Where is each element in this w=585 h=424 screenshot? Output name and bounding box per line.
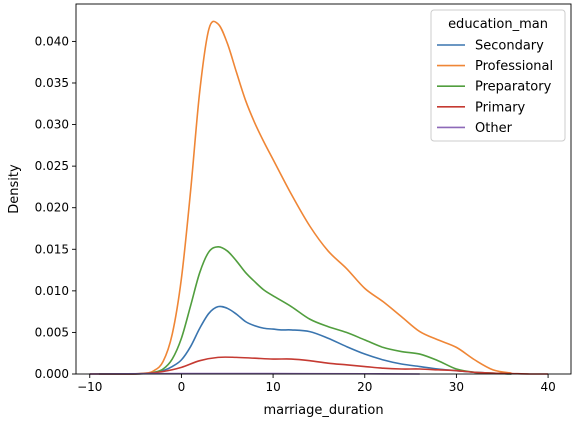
y-tick-label: 0.010: [35, 284, 69, 298]
x-tick-label: 30: [449, 380, 464, 394]
legend-label-other: Other: [475, 121, 513, 136]
series-line-preparatory: [99, 247, 512, 374]
legend: education_man Secondary Professional Prepa…: [431, 10, 565, 141]
legend-label-secondary: Secondary: [475, 39, 544, 54]
series-line-primary: [90, 357, 548, 374]
legend-label-preparatory: Preparatory: [475, 80, 552, 95]
x-tick-label: 40: [540, 380, 555, 394]
legend-label-primary: Primary: [475, 100, 526, 115]
y-tick-label: 0.000: [35, 367, 69, 381]
y-tick-label: 0.035: [35, 76, 69, 90]
x-tick-label: 10: [265, 380, 280, 394]
x-axis-title: marriage_duration: [263, 403, 383, 418]
y-axis-title: Density: [7, 164, 22, 214]
x-tick-label: 0: [178, 380, 186, 394]
x-tick-label: 20: [357, 380, 372, 394]
y-tick-label: 0.040: [35, 34, 69, 48]
legend-title: education_man: [448, 17, 548, 32]
legend-label-professional: Professional: [475, 59, 553, 74]
y-tick-label: 0.020: [35, 201, 69, 215]
y-tick-label: 0.030: [35, 118, 69, 132]
x-tick-label: −10: [77, 380, 102, 394]
y-tick-label: 0.015: [35, 242, 69, 256]
y-tick-label: 0.005: [35, 325, 69, 339]
y-tick-label: 0.025: [35, 159, 69, 173]
